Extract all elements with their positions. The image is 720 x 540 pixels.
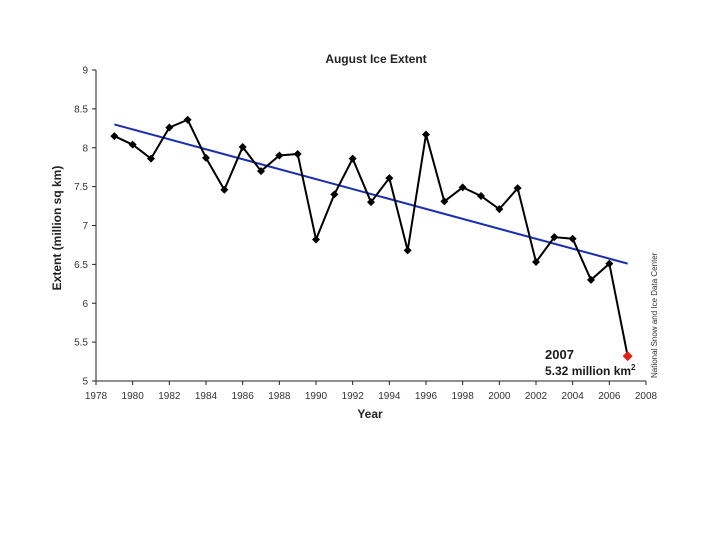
data-point <box>477 191 485 200</box>
data-point <box>183 115 192 124</box>
x-tick-label: 1988 <box>268 391 291 402</box>
x-tick-label: 1994 <box>378 391 401 402</box>
y-tick-label: 9 <box>82 66 88 77</box>
x-tick-label: 1980 <box>122 391 145 402</box>
data-point <box>238 142 247 151</box>
x-tick-label: 2000 <box>488 391 511 402</box>
data-point <box>532 258 540 267</box>
x-axis-label: Year <box>357 407 383 421</box>
x-tick-label: 1990 <box>305 391 328 402</box>
y-tick-label: 6.5 <box>74 260 88 271</box>
data-point <box>330 190 339 199</box>
x-tick-label: 1978 <box>85 391 108 402</box>
data-point <box>568 234 577 243</box>
y-tick-label: 6 <box>82 299 88 310</box>
x-tick-label: 1996 <box>415 391 438 402</box>
data-point <box>587 275 595 284</box>
data-point <box>605 259 614 268</box>
x-tick-label: 2008 <box>635 391 658 402</box>
data-point <box>550 233 559 242</box>
series-line <box>113 118 629 357</box>
data-point <box>312 235 320 244</box>
chart-title: August Ice Extent <box>325 52 426 66</box>
x-tick-label: 1986 <box>232 391 255 402</box>
data-point <box>147 154 155 163</box>
y-tick-label: 8.5 <box>74 104 88 115</box>
data-point <box>385 174 394 183</box>
annotation-year: 2007 <box>545 347 574 362</box>
y-axis-label: Extent (million sq km) <box>50 166 64 291</box>
y-tick-label: 5 <box>82 377 88 388</box>
annotation-superscript: 2 <box>631 363 636 372</box>
x-tick-label: 1984 <box>195 391 218 402</box>
x-ticks: 1978 1980 1982 1984 1986 1988 1990 1992 1994 1996… <box>85 381 658 402</box>
x-tick-label: 2006 <box>598 391 621 402</box>
data-point <box>257 167 265 176</box>
data-point <box>422 130 430 139</box>
annotation-value-text: 5.32 million km <box>545 364 631 378</box>
data-point <box>275 151 284 160</box>
trendline <box>114 123 628 265</box>
source-credit: National Snow and Ice Data Center <box>650 252 659 378</box>
data-point <box>165 123 174 132</box>
data-point <box>403 246 412 255</box>
x-tick-label: 1992 <box>342 391 365 402</box>
highlight-point-2007 <box>622 351 633 362</box>
y-ticks: 5 5.5 6 6.5 7 7.5 8 8.5 9 <box>74 66 96 388</box>
data-point <box>110 132 119 141</box>
data-point <box>293 149 302 158</box>
data-point <box>202 153 210 162</box>
x-tick-label: 1982 <box>158 391 181 402</box>
data-point <box>128 140 137 149</box>
data-point <box>220 185 229 194</box>
data-point <box>458 183 467 192</box>
data-point <box>495 205 504 214</box>
y-tick-label: 5.5 <box>74 338 88 349</box>
data-point <box>440 197 449 206</box>
annotation-value: 5.32 million km2 <box>545 363 636 378</box>
data-point <box>348 154 357 163</box>
y-tick-label: 8 <box>82 143 88 154</box>
y-tick-label: 7 <box>82 221 88 232</box>
data-point <box>367 198 375 207</box>
data-point <box>513 184 522 193</box>
data-points <box>110 115 633 362</box>
x-tick-label: 1998 <box>452 391 475 402</box>
x-tick-label: 2002 <box>525 391 548 402</box>
x-tick-label: 2004 <box>562 391 585 402</box>
y-tick-label: 7.5 <box>74 182 88 193</box>
